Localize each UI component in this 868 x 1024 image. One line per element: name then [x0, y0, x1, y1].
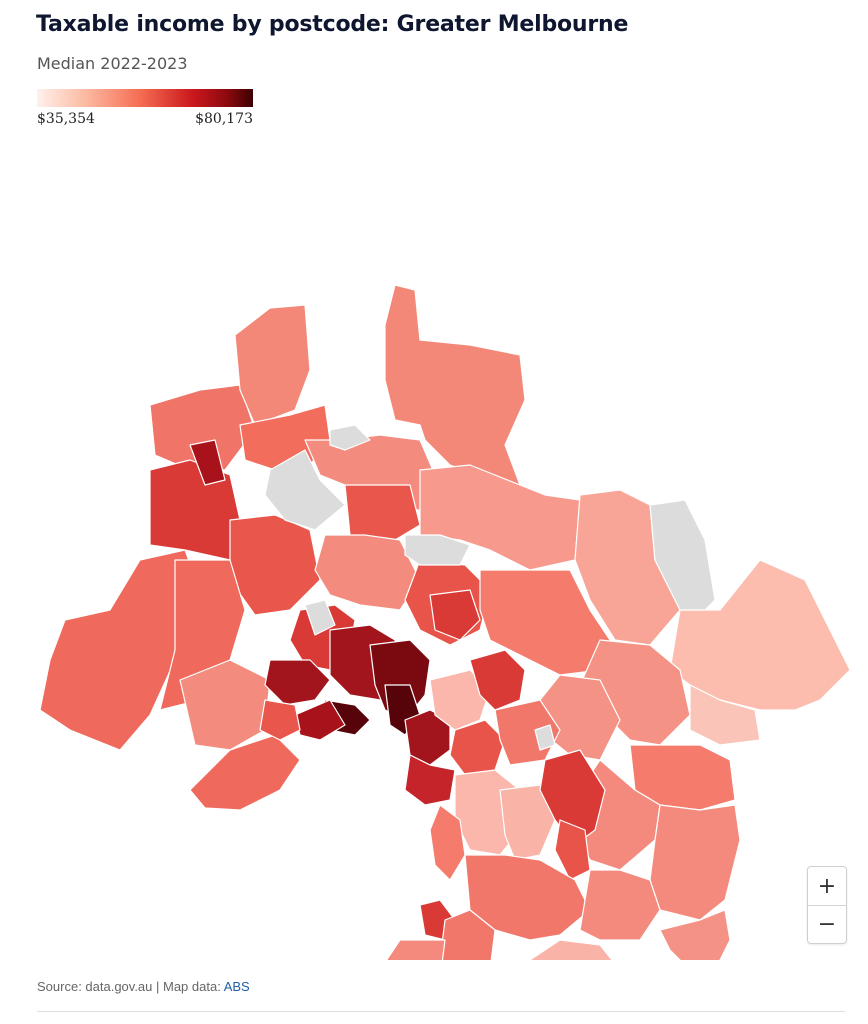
source-credit: Source: data.gov.au | Map data: ABS: [37, 979, 250, 994]
map-region[interactable]: [579, 869, 661, 941]
source-text: Source: data.gov.au | Map data:: [37, 979, 224, 994]
map-region[interactable]: [554, 819, 591, 881]
map-region[interactable]: [404, 754, 456, 806]
zoom-out-button[interactable]: −: [808, 905, 846, 943]
map-region[interactable]: [649, 804, 741, 921]
chart-subtitle: Median 2022-2023: [37, 54, 188, 73]
map-region[interactable]: [429, 589, 481, 641]
legend-labels: $35,354 $80,173: [37, 111, 253, 127]
map-region[interactable]: [294, 699, 346, 741]
map-region[interactable]: [264, 659, 331, 706]
map-region[interactable]: [149, 384, 256, 471]
map-region[interactable]: [149, 459, 241, 561]
map-region[interactable]: [689, 684, 761, 746]
map-region[interactable]: [329, 424, 371, 451]
map-region[interactable]: [439, 909, 496, 960]
map-region[interactable]: [649, 499, 716, 611]
chart-title: Taxable income by postcode: Greater Melb…: [36, 12, 629, 37]
map-region[interactable]: [344, 484, 421, 541]
map-region[interactable]: [380, 939, 446, 960]
abs-link[interactable]: ABS: [223, 979, 250, 994]
map-canvas[interactable]: [0, 140, 868, 960]
map-region[interactable]: [659, 909, 731, 960]
map-region[interactable]: [229, 514, 321, 616]
map-region[interactable]: [189, 439, 226, 486]
map-region[interactable]: [534, 724, 556, 751]
map-region[interactable]: [234, 304, 311, 426]
map-region[interactable]: [574, 489, 681, 646]
map-region[interactable]: [259, 699, 301, 741]
map-region[interactable]: [499, 784, 556, 861]
footer-divider: [37, 1011, 845, 1012]
map-region[interactable]: [469, 649, 526, 711]
legend-min-label: $35,354: [37, 111, 95, 127]
map-region[interactable]: [404, 534, 471, 566]
map-region[interactable]: [304, 599, 336, 636]
map-region[interactable]: [264, 449, 346, 531]
map-region[interactable]: [314, 534, 421, 611]
legend-gradient-bar: [37, 89, 253, 107]
zoom-in-button[interactable]: +: [817, 873, 837, 899]
map-region[interactable]: [429, 804, 466, 881]
zoom-control: + −: [807, 866, 847, 944]
legend-max-label: $80,173: [195, 111, 253, 127]
map-region[interactable]: [189, 734, 301, 811]
choropleth-map[interactable]: [0, 140, 868, 960]
map-region[interactable]: [429, 669, 491, 731]
map-region[interactable]: [490, 939, 620, 960]
color-legend: $35,354 $80,173: [37, 89, 253, 127]
